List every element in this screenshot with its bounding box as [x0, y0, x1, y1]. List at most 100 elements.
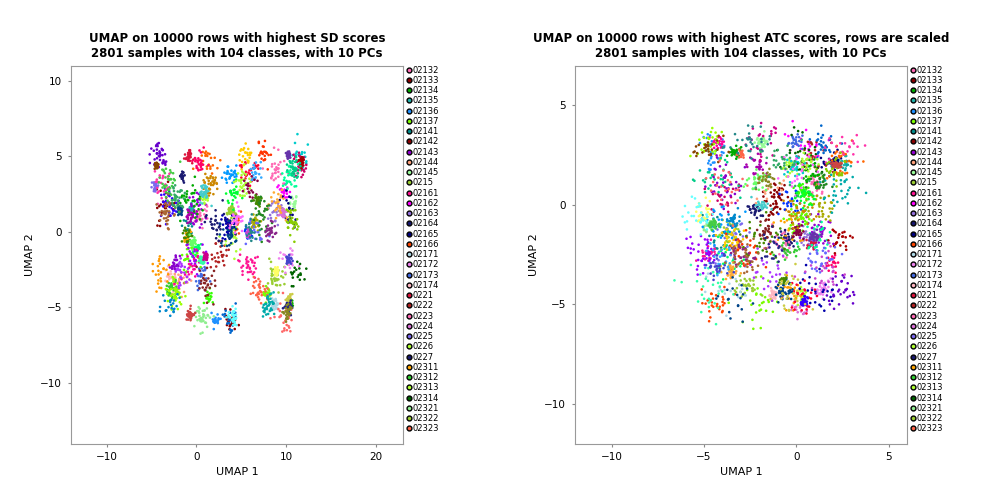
Point: [200, 194, 216, 202]
Point: [251, 194, 267, 202]
Point: [838, 160, 854, 168]
Point: [184, 242, 201, 250]
Point: [754, 143, 770, 151]
Point: [789, 225, 805, 233]
Point: [180, 308, 197, 316]
Point: [176, 233, 193, 241]
Point: [284, 193, 300, 201]
Point: [221, 204, 237, 212]
Point: [695, 252, 711, 260]
Point: [751, 179, 767, 187]
Point: [199, 256, 215, 264]
Point: [224, 232, 240, 240]
Point: [779, 216, 795, 224]
Point: [198, 213, 214, 221]
Point: [793, 197, 809, 205]
Point: [686, 148, 703, 156]
Point: [190, 245, 206, 254]
Point: [705, 269, 721, 277]
Point: [803, 175, 820, 183]
Point: [800, 184, 816, 192]
Point: [182, 261, 199, 269]
Point: [791, 232, 807, 240]
Point: [788, 246, 804, 255]
Point: [228, 218, 244, 226]
Point: [284, 151, 300, 159]
Point: [199, 323, 215, 331]
Point: [805, 172, 822, 180]
Point: [807, 287, 824, 295]
Point: [753, 146, 769, 154]
Point: [239, 258, 255, 266]
Point: [261, 300, 277, 308]
Point: [773, 285, 789, 293]
Point: [275, 205, 291, 213]
Point: [271, 313, 287, 321]
Point: [227, 308, 243, 317]
Point: [827, 166, 843, 174]
Point: [260, 215, 276, 223]
Point: [779, 246, 795, 255]
Point: [149, 160, 165, 168]
Point: [783, 215, 799, 223]
Point: [174, 192, 191, 200]
Point: [750, 284, 766, 292]
Point: [159, 282, 175, 290]
Point: [784, 117, 800, 125]
Point: [193, 270, 209, 278]
Point: [149, 163, 165, 171]
Point: [721, 243, 737, 251]
Point: [796, 300, 812, 308]
Point: [720, 263, 736, 271]
Point: [195, 192, 211, 200]
Point: [689, 217, 706, 225]
Point: [793, 192, 809, 200]
Point: [281, 300, 297, 308]
Point: [730, 301, 746, 309]
Point: [276, 212, 292, 220]
Point: [692, 232, 709, 240]
Point: [188, 189, 205, 197]
Point: [806, 180, 823, 188]
Point: [219, 169, 235, 177]
Point: [821, 262, 837, 270]
Point: [243, 237, 259, 245]
Point: [283, 171, 299, 179]
Point: [293, 166, 309, 174]
Point: [182, 205, 199, 213]
Point: [755, 246, 771, 255]
Point: [832, 160, 848, 168]
Point: [706, 218, 722, 226]
Point: [210, 219, 226, 227]
Point: [282, 200, 298, 208]
Point: [813, 260, 830, 268]
Point: [207, 319, 223, 327]
Point: [787, 149, 803, 157]
Point: [287, 139, 303, 147]
Point: [147, 182, 163, 190]
Point: [814, 173, 831, 181]
Point: [147, 159, 163, 167]
Point: [164, 196, 180, 204]
Point: [753, 138, 769, 146]
Point: [737, 281, 753, 289]
Point: [796, 301, 812, 309]
Point: [846, 140, 862, 148]
Point: [171, 279, 187, 287]
Point: [193, 209, 209, 217]
Point: [219, 313, 235, 322]
Point: [243, 232, 259, 240]
Point: [698, 249, 714, 257]
Point: [707, 232, 723, 240]
Point: [273, 207, 289, 215]
Point: [842, 143, 858, 151]
Point: [148, 162, 164, 170]
Point: [707, 220, 723, 228]
Point: [152, 149, 168, 157]
Point: [272, 194, 288, 202]
Point: [287, 153, 303, 161]
Point: [196, 299, 212, 307]
Point: [788, 187, 804, 196]
Point: [286, 238, 302, 246]
Point: [242, 264, 258, 272]
